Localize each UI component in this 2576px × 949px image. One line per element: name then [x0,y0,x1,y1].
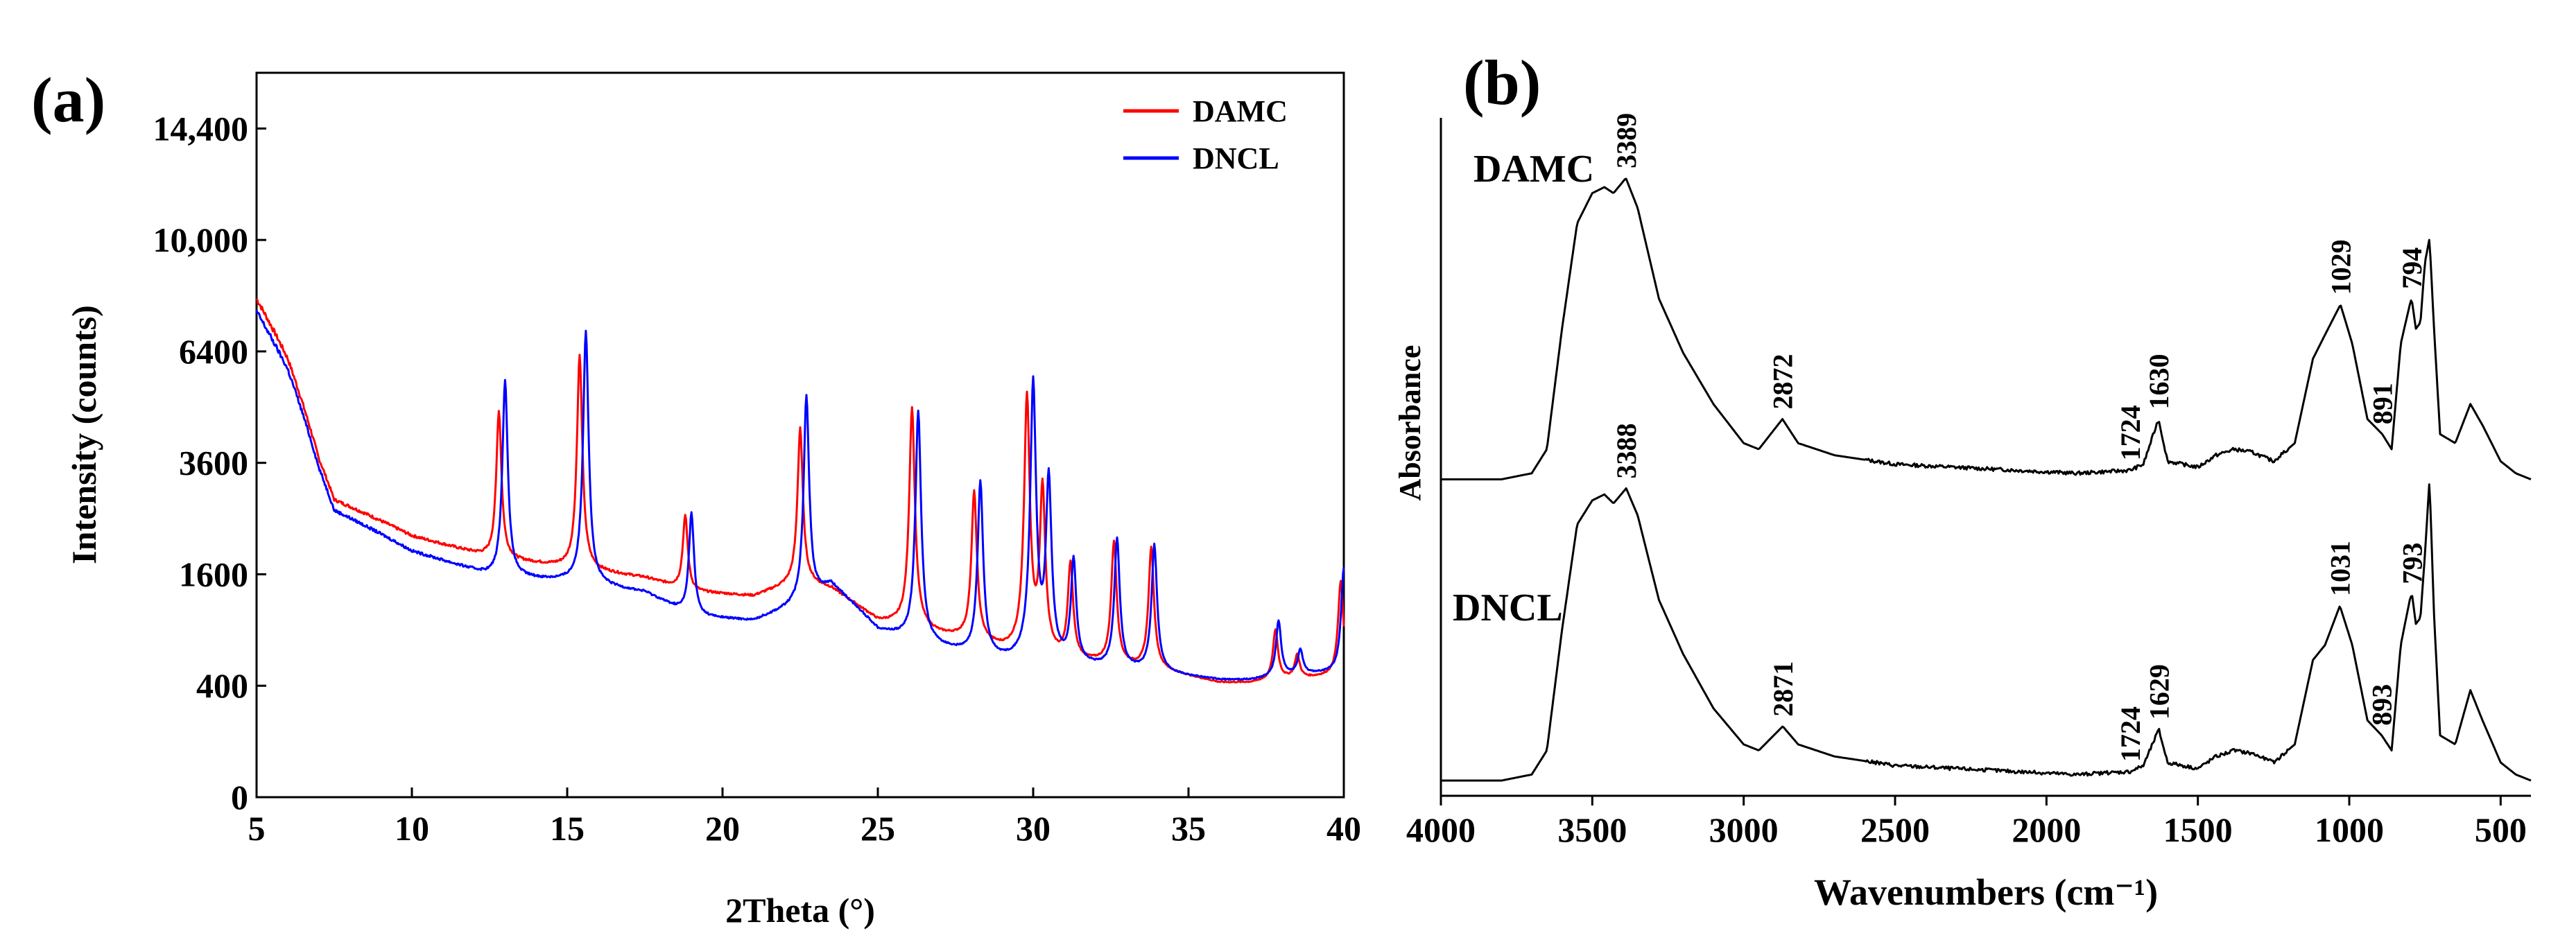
xrd-legend: DAMC DNCL [1123,94,1288,175]
xrd-x-axis-label: 2Theta (°) [725,891,875,930]
xrd-x-tick-label: 25 [861,809,895,848]
xrd-y-tick-label: 400 [196,666,248,705]
ftir-peak-label: 794 [2396,247,2428,289]
xrd-x-tick-label: 5 [248,809,266,848]
xrd-y-tick-label: 10,000 [153,220,249,259]
ftir-x-tick-label: 3000 [1709,810,1779,849]
xrd-x-tick-label: 30 [1016,809,1051,848]
ftir-peak-label: 3388 [1611,424,1642,479]
ftir-x-axis: 4000 3500 3000 2500 2000 1500 1000 500 [1406,796,2527,849]
ftir-y-axis-label: Absorbance [1393,345,1427,501]
xrd-series-dncl [255,310,1345,681]
ftir-peak-label: 893 [2367,684,2398,726]
ftir-peak-label: 1029 [2325,239,2356,295]
ftir-series-group [1441,177,2532,782]
ftir-peak-label: 2871 [1767,661,1799,717]
xrd-x-tick-label: 40 [1326,809,1361,848]
ftir-x-axis-label: Wavenumbers (cm⁻¹) [1814,871,2158,913]
ftir-series-dncl [1441,483,2532,782]
ftir-x-tick-label: 4000 [1406,810,1476,849]
ftir-peak-label: 1629 [2143,664,2175,720]
ftir-peak-label: 1724 [2115,405,2146,460]
ftir-series-damc [1441,177,2532,480]
xrd-series-damc [255,298,1345,684]
xrd-y-tick-label: 0 [231,778,248,817]
ftir-peak-label: 1724 [2115,706,2146,762]
legend-label-damc: DAMC [1193,94,1288,128]
ftir-peak-label: 1031 [2325,541,2356,596]
xrd-x-axis: 5 10 15 20 25 30 35 40 [248,787,1361,848]
ftir-annotations: 3389287217241630102989179433882871172416… [1611,113,2428,762]
xrd-x-tick-label: 15 [550,809,585,848]
xrd-y-tick-label: 6400 [179,332,248,371]
ftir-x-tick-label: 1000 [2315,810,2384,849]
ftir-x-tick-label: 500 [2475,810,2527,849]
ftir-series-label-damc: DAMC [1473,148,1594,191]
ftir-x-tick-label: 2500 [1860,810,1930,849]
xrd-series-group [255,298,1345,684]
ftir-x-tick-label: 1500 [2163,810,2233,849]
xrd-y-tick-label: 3600 [179,444,248,482]
ftir-peak-label: 2872 [1767,354,1799,410]
xrd-x-tick-label: 10 [395,809,429,848]
panel-b: (b) 338928721724163010298917943388287117… [1393,47,2532,913]
ftir-peak-label: 793 [2396,543,2428,584]
panel-a: (a) 5 10 15 20 25 30 35 40 0 400 1600 3600 6400 10,0… [31,64,1361,930]
ftir-peak-label: 891 [2367,383,2398,424]
ftir-x-tick-label: 3500 [1557,810,1627,849]
xrd-x-tick-label: 35 [1171,809,1206,848]
xrd-y-tick-label: 14,400 [153,109,249,148]
xrd-plot-frame [255,71,1345,799]
xrd-y-axis-label: Intensity (counts) [64,305,103,564]
panel-b-label: (b) [1463,47,1541,118]
xrd-x-tick-label: 20 [705,809,740,848]
xrd-y-tick-label: 1600 [179,555,248,593]
ftir-peak-label: 1630 [2143,354,2175,410]
xrd-y-axis: 0 400 1600 3600 6400 10,000 14,400 [153,109,266,817]
ftir-series-label-dncl: DNCL [1453,586,1563,629]
panel-a-label: (a) [31,64,105,135]
ftir-x-tick-label: 2000 [2012,810,2081,849]
legend-label-dncl: DNCL [1193,141,1279,175]
ftir-peak-label: 3389 [1611,113,1642,168]
